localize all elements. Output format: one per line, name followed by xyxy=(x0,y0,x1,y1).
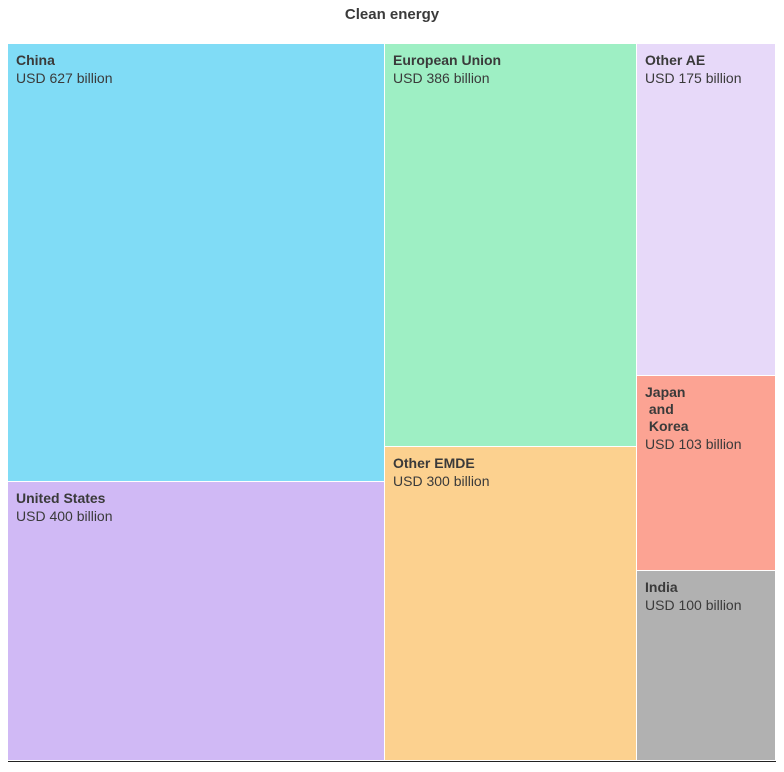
tile-name-label: Other AE xyxy=(645,52,706,68)
chart-baseline xyxy=(8,761,776,762)
treemap-tile: Other AE USD 175 billion xyxy=(637,44,775,375)
tile-value-label: USD 386 billion xyxy=(393,70,490,86)
tile-value-label: USD 100 billion xyxy=(645,597,742,613)
tile-value-label: USD 627 billion xyxy=(16,70,113,86)
tile-name-label: United States xyxy=(16,490,106,506)
tile-value-label: USD 300 billion xyxy=(393,473,490,489)
treemap-tile: European Union USD 386 billion xyxy=(385,44,636,446)
chart-title: Clean energy xyxy=(344,6,440,23)
tile-name-label: European Union xyxy=(393,52,502,68)
tile-value-label: USD 175 billion xyxy=(645,70,742,86)
tile-name-label: Other EMDE xyxy=(393,455,475,471)
treemap-tile: Japan and Korea USD 103 billion xyxy=(637,376,775,570)
treemap-tile: China USD 627 billion xyxy=(8,44,384,481)
tile-name-label: China xyxy=(16,52,55,68)
tile-name-label: Japan and Korea xyxy=(645,384,689,434)
tile-value-label: USD 400 billion xyxy=(16,508,113,524)
tile-value-label: USD 103 billion xyxy=(645,436,742,452)
treemap-tile: India USD 100 billion xyxy=(637,571,775,760)
treemap-tile: United States USD 400 billion xyxy=(8,482,384,760)
treemap-tile: Other EMDE USD 300 billion xyxy=(385,447,636,760)
tile-name-label: India xyxy=(645,579,678,595)
